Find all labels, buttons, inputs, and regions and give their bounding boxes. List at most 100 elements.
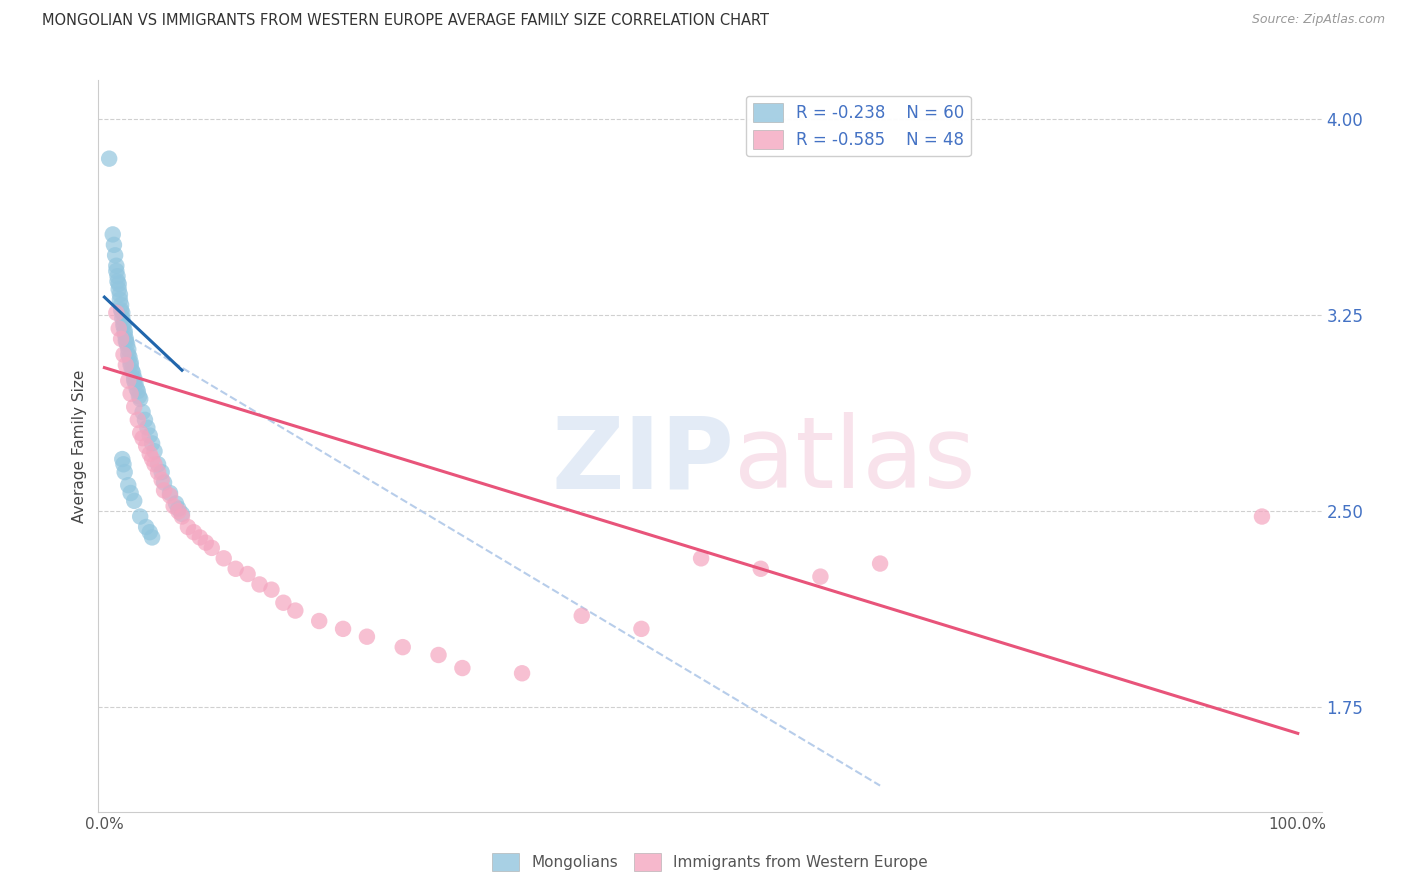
Point <box>153 475 176 490</box>
Point <box>111 452 134 467</box>
Point <box>118 350 141 364</box>
Point <box>115 358 138 372</box>
Point <box>146 465 169 479</box>
Point <box>105 264 128 278</box>
Point <box>260 582 283 597</box>
Point <box>121 363 143 377</box>
Point <box>131 405 153 419</box>
Point <box>332 622 354 636</box>
Point <box>194 535 217 549</box>
Point <box>138 428 160 442</box>
Point <box>110 303 132 318</box>
Point <box>120 486 142 500</box>
Point <box>159 486 181 500</box>
Point <box>141 530 163 544</box>
Point <box>690 551 713 566</box>
Point <box>114 326 136 341</box>
Point <box>117 374 139 388</box>
Point <box>510 666 533 681</box>
Point <box>571 608 593 623</box>
Point <box>120 386 142 401</box>
Point <box>143 457 166 471</box>
Point <box>124 376 146 391</box>
Point <box>236 567 259 582</box>
Point <box>114 465 136 479</box>
Text: Source: ZipAtlas.com: Source: ZipAtlas.com <box>1251 13 1385 27</box>
Point <box>134 413 156 427</box>
Point <box>159 489 181 503</box>
Point <box>108 287 131 301</box>
Point <box>167 501 190 516</box>
Point <box>111 306 134 320</box>
Point <box>110 332 132 346</box>
Point <box>120 358 142 372</box>
Point <box>131 431 153 445</box>
Point <box>177 520 200 534</box>
Point <box>391 640 413 655</box>
Point <box>114 324 136 338</box>
Point <box>117 478 139 492</box>
Point <box>150 465 173 479</box>
Point <box>249 577 271 591</box>
Point <box>110 298 132 312</box>
Point <box>146 457 169 471</box>
Text: ZIP: ZIP <box>551 412 734 509</box>
Point <box>108 293 131 307</box>
Point <box>273 596 295 610</box>
Point <box>427 648 450 662</box>
Point <box>107 275 129 289</box>
Point <box>167 504 190 518</box>
Point <box>749 562 772 576</box>
Text: MONGOLIAN VS IMMIGRANTS FROM WESTERN EUROPE AVERAGE FAMILY SIZE CORRELATION CHAR: MONGOLIAN VS IMMIGRANTS FROM WESTERN EUR… <box>42 13 769 29</box>
Point <box>356 630 378 644</box>
Point <box>112 457 135 471</box>
Legend: Mongolians, Immigrants from Western Europe: Mongolians, Immigrants from Western Euro… <box>486 847 934 877</box>
Point <box>105 306 128 320</box>
Point <box>107 269 129 284</box>
Point <box>125 382 148 396</box>
Y-axis label: Average Family Size: Average Family Size <box>72 369 87 523</box>
Point <box>107 321 129 335</box>
Point <box>284 603 307 617</box>
Text: atlas: atlas <box>734 412 976 509</box>
Point <box>117 348 139 362</box>
Point <box>111 310 134 325</box>
Point <box>120 355 142 369</box>
Point <box>129 425 152 440</box>
Point <box>122 371 145 385</box>
Point <box>103 238 125 252</box>
Point <box>112 348 135 362</box>
Point <box>188 530 211 544</box>
Point <box>127 384 149 399</box>
Point <box>129 392 152 406</box>
Point <box>138 447 160 461</box>
Point <box>115 337 138 351</box>
Point <box>104 248 127 262</box>
Point <box>122 400 145 414</box>
Point <box>225 562 247 576</box>
Point <box>810 569 832 583</box>
Point <box>129 509 152 524</box>
Point <box>165 496 187 510</box>
Point <box>869 557 891 571</box>
Point <box>122 366 145 380</box>
Point <box>451 661 474 675</box>
Point <box>122 374 145 388</box>
Point <box>107 277 129 291</box>
Point <box>135 439 157 453</box>
Point <box>150 473 173 487</box>
Point <box>122 494 145 508</box>
Point <box>101 227 124 242</box>
Point <box>143 444 166 458</box>
Point <box>115 332 138 346</box>
Point <box>201 541 224 555</box>
Point <box>112 318 135 333</box>
Point <box>135 520 157 534</box>
Point <box>105 259 128 273</box>
Point <box>141 452 163 467</box>
Point <box>308 614 330 628</box>
Point <box>141 436 163 450</box>
Point <box>183 525 205 540</box>
Point <box>170 509 193 524</box>
Point <box>162 499 184 513</box>
